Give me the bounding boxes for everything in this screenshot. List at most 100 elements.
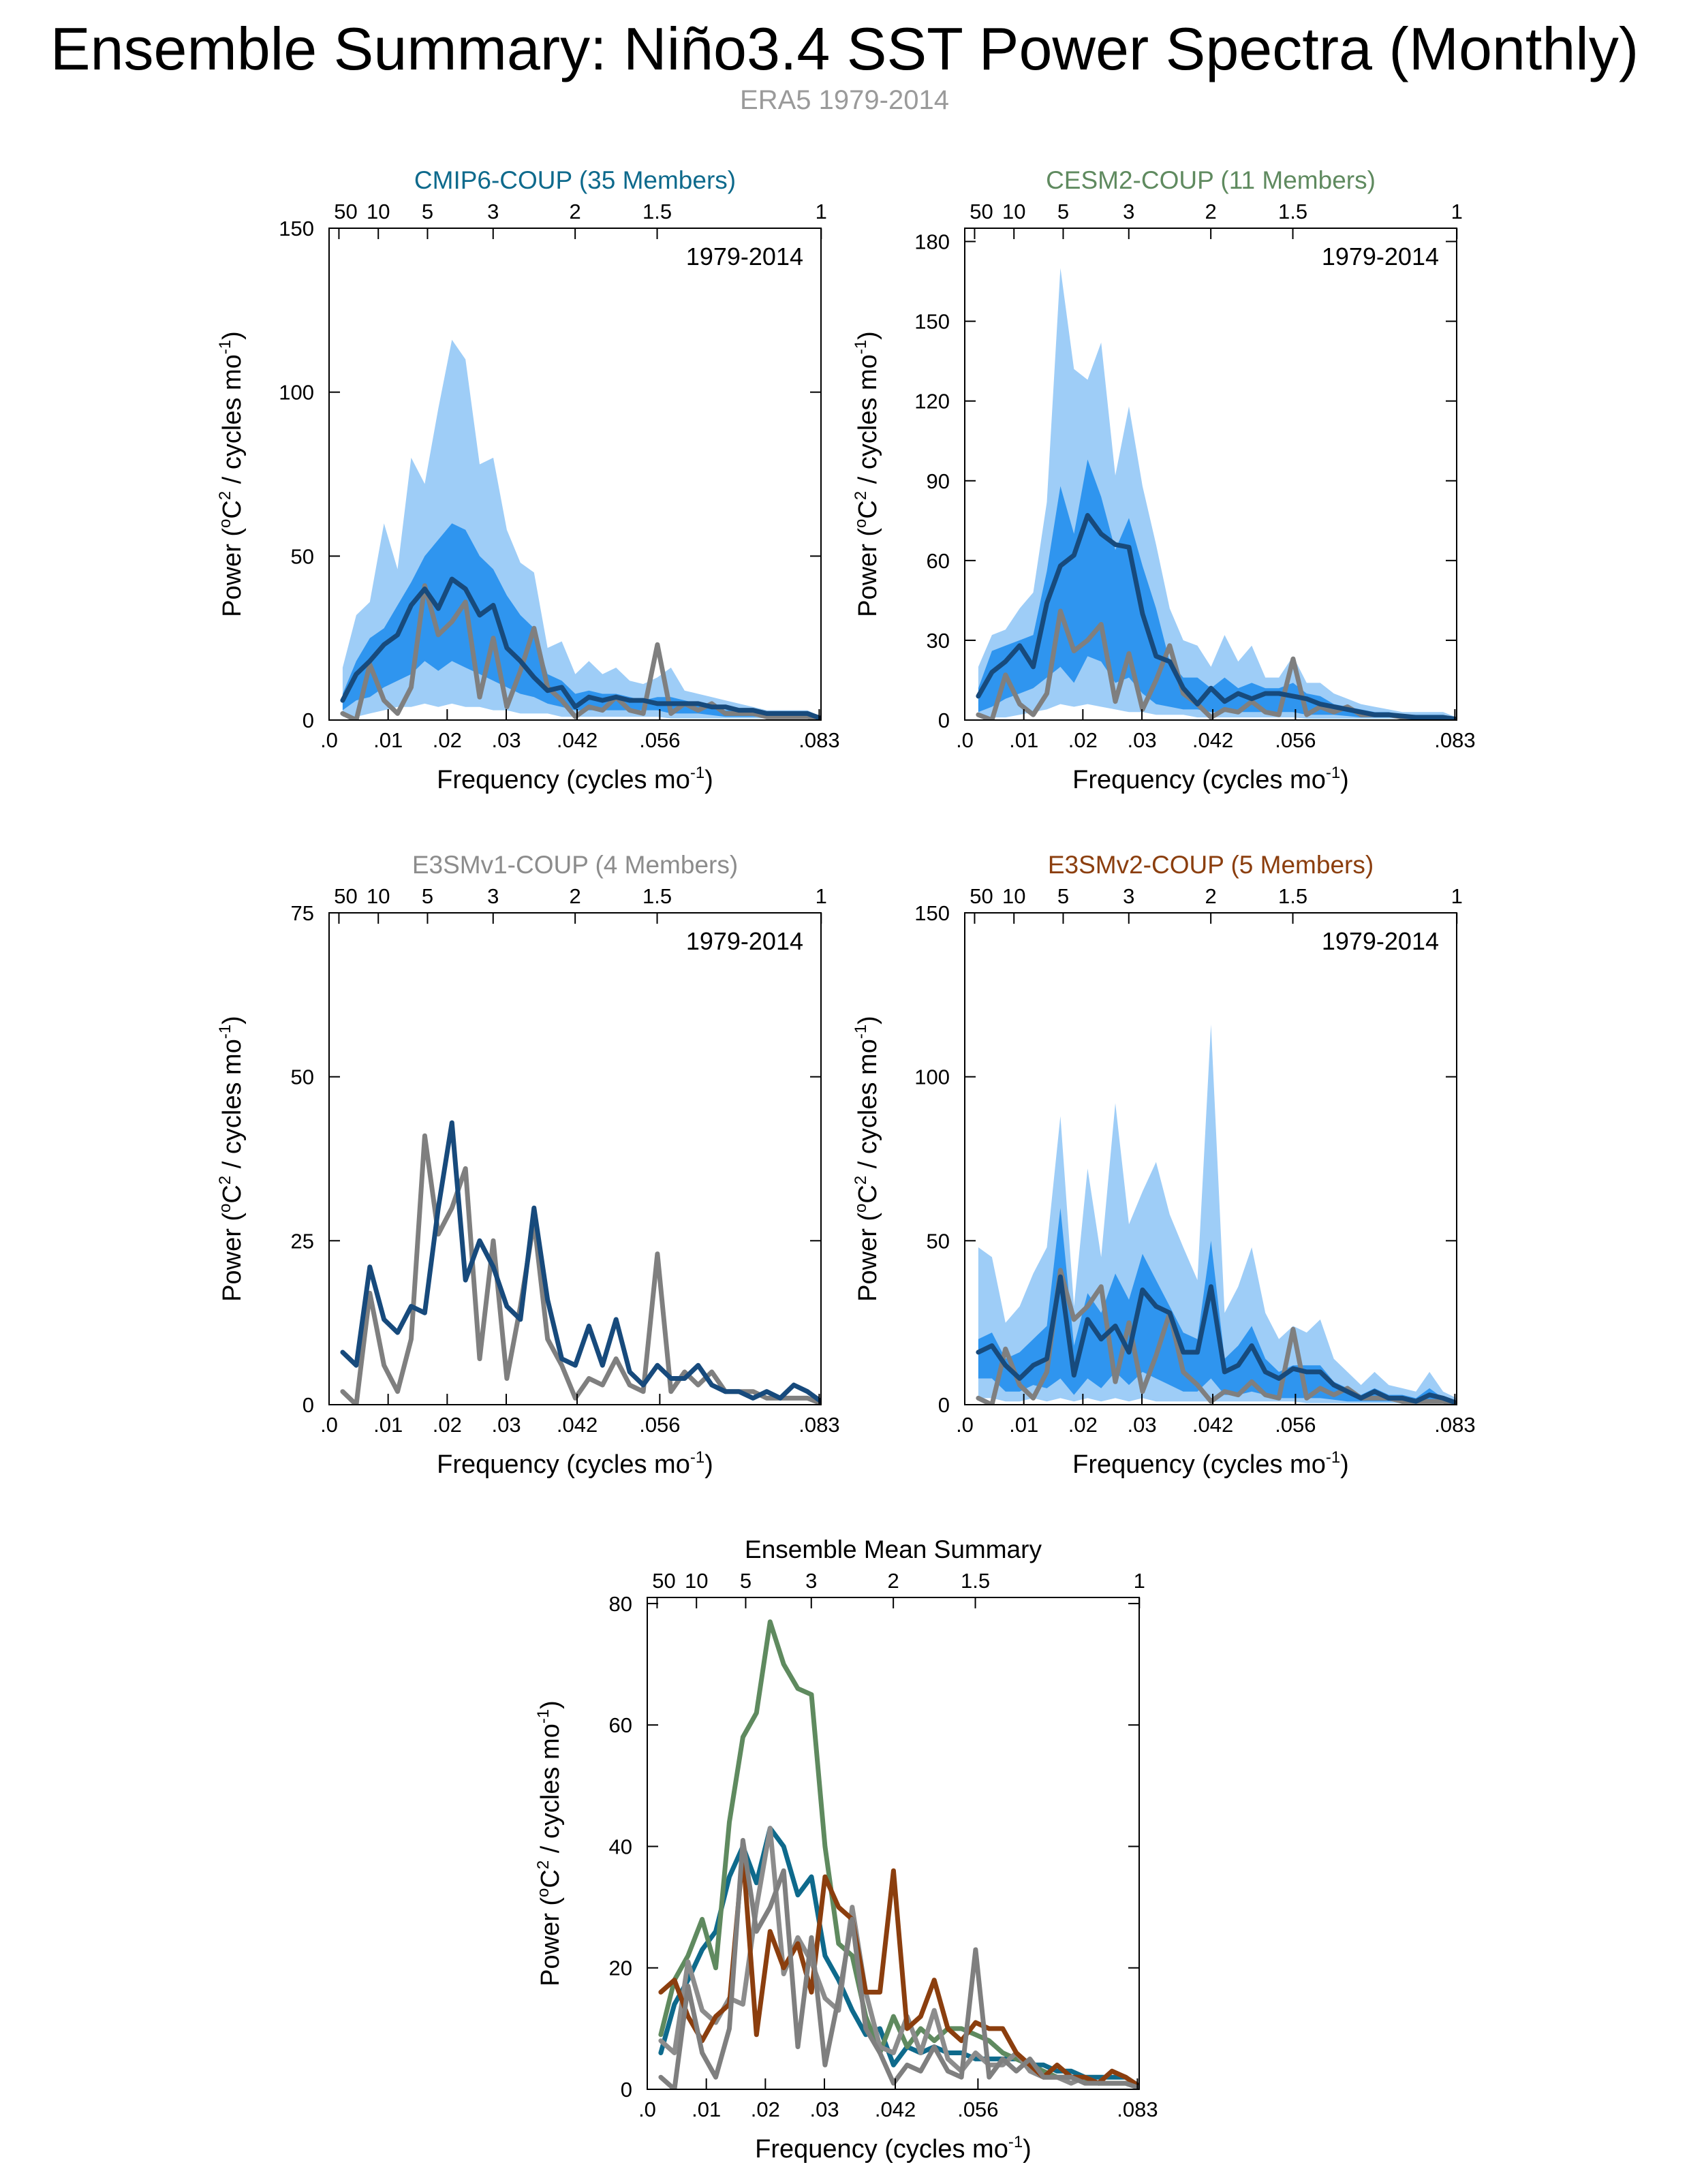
period-tick-label: 10 (367, 200, 390, 223)
panel-cmip6: 0 50 100 150 .0 .01 .02 .03 .042 .056 .083 50 10 5 3 2 1… (216, 166, 840, 794)
period-tick-label: 3 (805, 1569, 817, 1593)
x-tick-label: .03 (491, 1413, 521, 1437)
x-tick-label: .083 (1434, 1413, 1475, 1437)
cmip6-y-axis-label: Power (oC2 / cycles mo-1) (216, 331, 247, 617)
e3smv1-series-ensemble-mean (340, 1120, 821, 1404)
e3smv1-series-era5 (340, 1133, 821, 1405)
period-tick-label: 1.5 (961, 1569, 990, 1593)
y-tick-label: 0 (303, 708, 314, 732)
x-tick-label: .042 (1192, 728, 1233, 752)
x-tick-label: .01 (1009, 728, 1038, 752)
x-tick-label: .02 (433, 1413, 462, 1437)
x-tick-label: .01 (373, 728, 403, 752)
x-tick-label: .01 (692, 2097, 721, 2121)
e3smv2-plot-area (976, 1024, 1457, 1405)
period-tick-label: 10 (1002, 884, 1025, 908)
x-tick-label: .0 (320, 1413, 338, 1437)
cmip6-period-label: 1979-2014 (686, 243, 803, 270)
period-tick-label: 3 (1123, 884, 1134, 908)
cesm2-plot-area (976, 268, 1457, 720)
period-tick-label: 50 (334, 884, 357, 908)
x-tick-label: .083 (799, 1413, 839, 1437)
x-tick-label: .042 (557, 728, 598, 752)
y-tick-label: 100 (279, 381, 314, 405)
cmip6-plot-area (340, 339, 821, 720)
x-tick-label: .0 (956, 728, 974, 752)
e3smv1-plot-area (340, 1120, 821, 1405)
e3smv1-x-axis-label: Frequency (cycles mo-1) (437, 1448, 713, 1479)
period-tick-label: 1 (1134, 1569, 1145, 1593)
e3smv2-x-axis-label: Frequency (cycles mo-1) (1072, 1448, 1349, 1479)
x-tick-label: .0 (638, 2097, 656, 2121)
e3smv2-series-ensemble-mean (976, 1274, 1457, 1405)
cmip6-band-inner-range (342, 523, 821, 719)
period-tick-label: 50 (652, 1569, 675, 1593)
x-tick-label: .02 (1068, 728, 1098, 752)
panel-e3smv1: 0 25 50 75 .0 .01 .02 .03 .042 .056 .083 50 10 5 3 2 1.5… (216, 851, 840, 1479)
x-tick-label: .03 (1127, 1413, 1156, 1437)
e3smv1-axes-frame (328, 912, 822, 1405)
period-tick-label: 1.5 (1278, 200, 1307, 223)
period-tick-label: 3 (1123, 200, 1134, 223)
period-tick-label: 50 (334, 200, 357, 223)
panel-e3smv2: 0 50 100 150 .0 .01 .02 .03 .042 .056 .083 50 10 5 3 2 1… (852, 851, 1476, 1479)
panel-ensmean: 0 20 40 60 80 .0 .01 .02 .03 .042 .056 .083 50 10 5 3 2 1… (534, 1535, 1158, 2164)
y-tick-label: 50 (291, 1065, 314, 1089)
ensmean-x-axis-label: Frequency (cycles mo-1) (755, 2133, 1032, 2164)
y-tick-label: 60 (609, 1713, 632, 1737)
x-tick-label: .0 (956, 1413, 974, 1437)
x-tick-label: .0 (320, 728, 338, 752)
y-tick-label: 80 (609, 1592, 632, 1616)
y-tick-label: 60 (927, 549, 950, 573)
x-tick-label: .056 (639, 728, 680, 752)
x-tick-label: .03 (1127, 728, 1156, 752)
x-tick-label: .02 (751, 2097, 780, 2121)
x-tick-label: .056 (639, 1413, 680, 1437)
y-tick-label: 40 (609, 1835, 632, 1858)
period-tick-label: 5 (1057, 200, 1069, 223)
x-tick-label: .056 (1275, 728, 1316, 752)
y-tick-label: 0 (303, 1393, 314, 1417)
x-tick-label: .083 (1117, 2097, 1158, 2121)
e3smv1-period-label: 1979-2014 (686, 927, 803, 955)
period-tick-label: 10 (1002, 200, 1025, 223)
y-tick-label: 50 (927, 1229, 950, 1253)
x-tick-label: .03 (809, 2097, 839, 2121)
period-tick-label: 1 (816, 884, 827, 908)
period-tick-label: 2 (888, 1569, 899, 1593)
period-tick-label: 1 (1451, 200, 1463, 223)
x-tick-label: .056 (1275, 1413, 1316, 1437)
period-tick-label: 3 (487, 884, 499, 908)
period-tick-label: 50 (970, 884, 993, 908)
cesm2-period-label: 1979-2014 (1322, 243, 1439, 270)
y-tick-label: 150 (914, 901, 950, 925)
cesm2-series-ensemble-mean (976, 513, 1457, 720)
page-title: Ensemble Summary: Niño3.4 SST Power Spec… (50, 15, 1639, 82)
y-tick-label: 0 (621, 2078, 632, 2102)
period-tick-label: 1.5 (1278, 884, 1307, 908)
y-tick-label: 0 (938, 708, 950, 732)
x-tick-label: .042 (875, 2097, 916, 2121)
cesm2-y-axis-label: Power (oC2 / cycles mo-1) (852, 331, 882, 617)
period-tick-label: 5 (740, 1569, 751, 1593)
period-tick-label: 1.5 (642, 884, 672, 908)
y-tick-label: 50 (291, 544, 314, 568)
y-tick-label: 100 (914, 1065, 950, 1089)
ensmean-y-axis-label: Power (oC2 / cycles mo-1) (534, 1700, 565, 1986)
y-tick-label: 150 (914, 310, 950, 334)
page-subtitle: ERA5 1979-2014 (740, 85, 949, 115)
period-tick-label: 1 (816, 200, 827, 223)
period-tick-label: 1 (1451, 884, 1463, 908)
x-tick-label: .01 (373, 1413, 403, 1437)
cesm2-band-inner-range (978, 459, 1457, 720)
x-tick-label: .01 (1009, 1413, 1038, 1437)
e3smv1-panel-title: E3SMv1-COUP (4 Members) (412, 851, 738, 879)
period-tick-label: 2 (1205, 200, 1217, 223)
y-tick-label: 0 (938, 1393, 950, 1417)
e3smv2-y-axis-label: Power (oC2 / cycles mo-1) (852, 1016, 882, 1302)
x-tick-label: .042 (557, 1413, 598, 1437)
y-tick-label: 120 (914, 390, 950, 414)
y-tick-label: 30 (927, 629, 950, 653)
cmip6-x-axis-label: Frequency (cycles mo-1) (437, 764, 713, 794)
